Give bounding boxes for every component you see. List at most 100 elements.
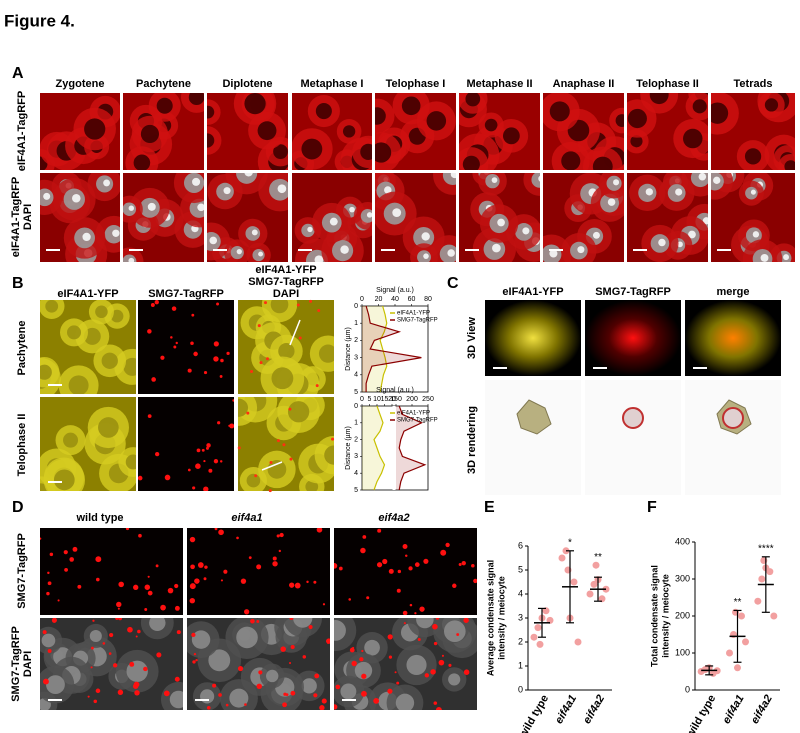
y-tick-label: 4 <box>518 588 523 598</box>
granule <box>109 632 114 638</box>
y-tick-label: 3 <box>354 354 358 361</box>
chromatin <box>251 229 258 236</box>
granule <box>170 336 173 339</box>
granule <box>435 618 440 620</box>
granule <box>174 583 179 589</box>
micrograph <box>627 93 708 170</box>
granule <box>190 564 195 570</box>
micrograph <box>459 173 540 262</box>
nucleus <box>561 151 581 170</box>
granule <box>366 596 370 600</box>
granule <box>225 703 229 707</box>
chromatin <box>392 208 402 218</box>
granule <box>195 463 201 469</box>
chromatin <box>192 177 201 186</box>
granule <box>285 693 289 697</box>
granule <box>205 446 209 450</box>
granule <box>40 537 42 540</box>
granule <box>137 629 141 634</box>
nucleus <box>462 155 480 170</box>
granule <box>171 306 177 311</box>
nucleus <box>84 118 106 140</box>
granule <box>237 665 244 672</box>
row-label: DAPI <box>22 651 34 677</box>
chromatin <box>82 232 91 242</box>
granule <box>362 535 367 539</box>
data-point <box>754 597 762 605</box>
nucleus <box>615 114 624 127</box>
micrograph <box>207 173 288 262</box>
granule <box>414 612 417 615</box>
granule <box>151 377 156 382</box>
significance-label: * <box>568 537 572 548</box>
figure-title: Figure 4. <box>4 11 75 30</box>
y-axis-label: Average condensate signal <box>485 560 495 676</box>
granule <box>432 623 438 630</box>
granule <box>456 633 460 636</box>
granule <box>377 528 382 533</box>
granule <box>280 646 286 652</box>
x-axis-label: Signal (a.u.) <box>376 387 414 394</box>
image-background <box>40 528 183 615</box>
nucleus <box>375 142 392 163</box>
nucleus <box>98 417 119 438</box>
row-label: 3D View <box>466 317 478 359</box>
chromatin <box>447 249 455 257</box>
granule <box>250 618 255 624</box>
nucleus <box>406 654 427 676</box>
granule <box>164 474 171 481</box>
granule <box>433 641 438 646</box>
granule <box>229 423 234 429</box>
granule <box>319 705 325 710</box>
granule <box>192 660 196 664</box>
micrograph <box>238 300 334 394</box>
micrograph <box>711 93 795 170</box>
column-label: Zygotene <box>56 78 105 90</box>
nucleus <box>101 352 118 369</box>
nucleus <box>273 144 288 159</box>
granule <box>206 705 211 710</box>
legend-label: eIF4A1-YFP <box>397 311 430 317</box>
x-tick-label: 0 <box>360 396 364 403</box>
data-point <box>534 624 542 632</box>
column-label: merge <box>716 286 749 298</box>
granule <box>90 666 93 669</box>
nucleus <box>465 93 481 107</box>
x-tick-label: wild type <box>684 693 718 733</box>
data-point <box>738 612 745 620</box>
micrograph <box>238 397 334 491</box>
nucleus <box>244 93 266 115</box>
nucleus <box>278 342 295 360</box>
nucleus <box>630 135 643 148</box>
granule <box>147 575 150 578</box>
granule <box>473 578 477 584</box>
render-background <box>485 380 581 495</box>
y-tick-label: 6 <box>518 540 523 550</box>
granule <box>265 357 269 361</box>
granule <box>289 618 294 621</box>
nucleus <box>301 678 317 694</box>
granule <box>46 591 50 596</box>
micrograph <box>292 173 372 262</box>
granule <box>213 341 219 347</box>
granule <box>315 384 319 388</box>
nucleus <box>257 121 277 141</box>
column-label: wild type <box>75 512 123 524</box>
granule <box>268 489 272 493</box>
nucleus <box>340 683 357 700</box>
data-point <box>726 649 733 657</box>
nucleus <box>95 305 108 319</box>
granule <box>187 368 192 373</box>
x-tick-label: eif4a1 <box>721 693 747 726</box>
chromatin <box>492 243 501 253</box>
granule <box>133 584 139 591</box>
granule <box>87 695 90 698</box>
micrograph <box>138 300 234 394</box>
y-tick-label: 1 <box>354 320 358 327</box>
chromatin <box>538 175 540 182</box>
chromatin <box>72 193 81 203</box>
x-axis-label: Signal (a.u.) <box>376 287 414 294</box>
y-tick-label: 3 <box>518 612 523 622</box>
nucleus <box>627 108 647 129</box>
chromatin <box>197 203 204 212</box>
